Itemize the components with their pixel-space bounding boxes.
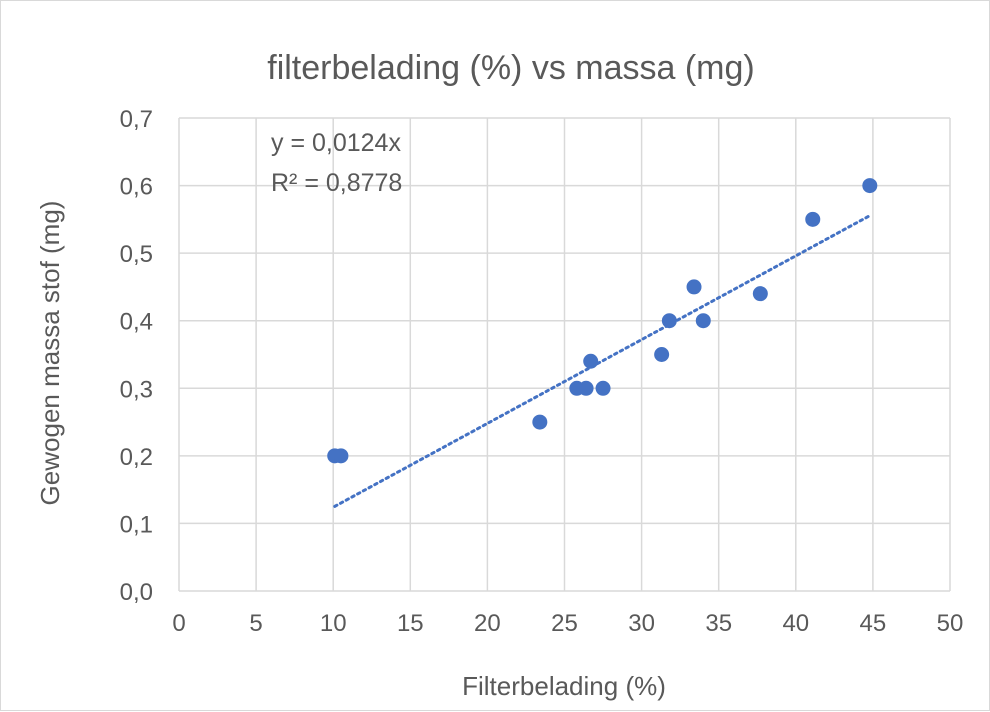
trendline-layer: [333, 214, 872, 508]
data-point: [752, 286, 768, 302]
x-tick-label: 20: [474, 610, 501, 637]
trendline: [333, 214, 872, 508]
x-tick-label: 0: [172, 610, 185, 637]
data-point: [333, 448, 349, 464]
data-point: [695, 313, 711, 329]
chart-title: filterbelading (%) vs massa (mg): [267, 49, 754, 87]
y-tick-label: 0,5: [120, 241, 153, 268]
y-axis-title: Gewogen massa stof (mg): [35, 201, 65, 506]
data-points: [327, 178, 878, 464]
y-tick-label: 0,0: [120, 579, 153, 606]
data-point: [583, 353, 599, 369]
x-tick-label: 5: [249, 610, 262, 637]
x-tick-label: 40: [782, 610, 809, 637]
data-point: [862, 178, 878, 194]
y-tick-label: 0,2: [120, 444, 153, 471]
y-tick-label: 0,6: [120, 174, 153, 201]
data-point: [532, 414, 548, 430]
y-tick-label: 0,3: [120, 376, 153, 403]
x-tick-label: 25: [551, 610, 578, 637]
data-point: [654, 347, 670, 362]
trendline-equation: y = 0,0124x: [271, 129, 401, 157]
data-point: [805, 211, 821, 227]
y-tick-label: 0,7: [120, 106, 153, 133]
x-tick-label: 15: [397, 610, 424, 637]
x-tick-label: 10: [320, 610, 347, 637]
y-tick-label: 0,1: [120, 511, 153, 538]
trendline-r-squared: R² = 0,8778: [271, 169, 402, 197]
x-tick-label: 30: [628, 610, 655, 637]
tick-labels: 0 5 10 15 20 25 30 35 40 45 50 0,0 0,1 0,2 0,3 0,4 0,5 0,…: [120, 106, 964, 637]
x-tick-label: 45: [860, 610, 887, 637]
data-point: [595, 380, 611, 396]
gridlines: [178, 117, 951, 592]
data-point: [686, 279, 702, 295]
x-axis-title: Filterbelading (%): [462, 671, 666, 701]
x-tick-label: 35: [705, 610, 732, 637]
data-point: [578, 380, 594, 396]
data-point: [661, 313, 677, 329]
y-tick-label: 0,4: [120, 309, 153, 336]
x-tick-label: 50: [937, 610, 964, 637]
